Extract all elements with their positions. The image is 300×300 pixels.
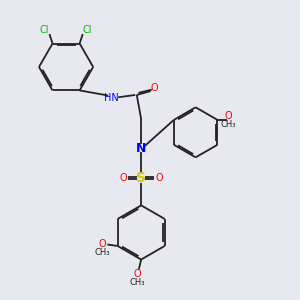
Text: CH₃: CH₃ xyxy=(130,278,145,287)
Text: O: O xyxy=(98,239,106,249)
Text: Cl: Cl xyxy=(82,25,92,35)
Text: S: S xyxy=(136,171,146,185)
Text: O: O xyxy=(225,111,232,121)
Text: CH₃: CH₃ xyxy=(94,248,110,257)
Text: Cl: Cl xyxy=(40,25,49,35)
Text: O: O xyxy=(156,173,163,183)
Text: O: O xyxy=(119,173,127,183)
Text: N: N xyxy=(136,142,146,155)
Text: HN: HN xyxy=(104,93,119,103)
Text: O: O xyxy=(134,269,141,279)
Text: CH₃: CH₃ xyxy=(221,120,236,129)
Text: O: O xyxy=(151,83,158,93)
